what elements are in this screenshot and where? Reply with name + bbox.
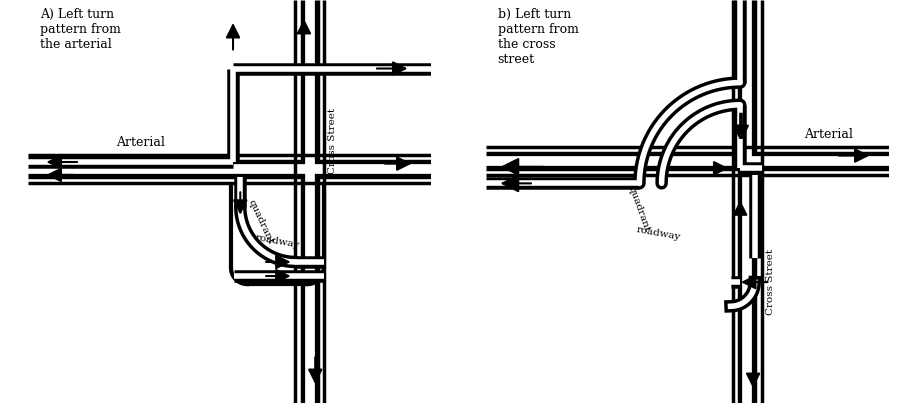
Text: Arterial: Arterial [116,136,165,149]
Text: Cross Street: Cross Street [766,249,775,315]
Text: A) Left turn
pattern from
the arterial: A) Left turn pattern from the arterial [39,8,121,51]
Text: quadrant: quadrant [247,198,276,245]
Text: quadrant: quadrant [627,185,651,234]
Text: roadway: roadway [255,233,300,250]
Text: roadway: roadway [636,225,682,242]
Text: Cross Street: Cross Street [328,108,337,174]
Text: Arterial: Arterial [803,128,853,141]
Text: b) Left turn
pattern from
the cross
street: b) Left turn pattern from the cross stre… [497,8,579,66]
